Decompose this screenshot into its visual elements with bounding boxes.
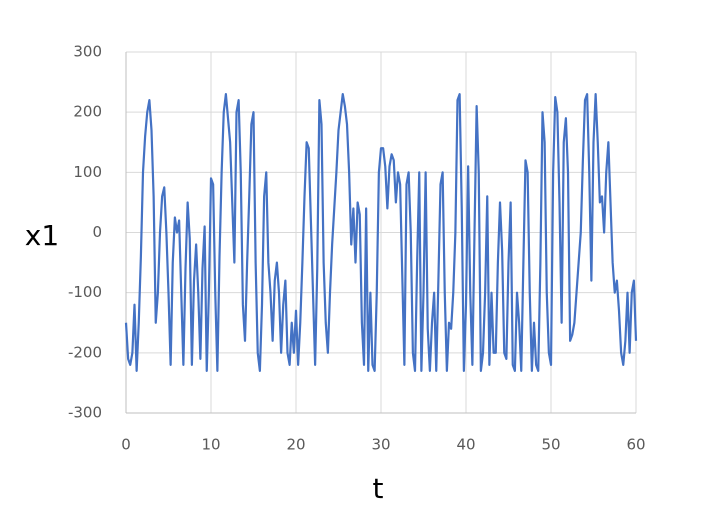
- x-tick-label: 50: [541, 436, 560, 454]
- x-tick-label: 30: [371, 436, 390, 454]
- x-tick-label: 20: [286, 436, 305, 454]
- x-tick-label: 40: [456, 436, 475, 454]
- y-axis-label: x1: [25, 219, 59, 252]
- x-tick-label: 0: [121, 436, 131, 454]
- y-tick-label: -100: [68, 283, 102, 301]
- x-tick-label: 60: [626, 436, 645, 454]
- y-tick-label: 100: [73, 163, 102, 181]
- data-line: [124, 93, 638, 372]
- y-tick-label: 300: [73, 43, 102, 61]
- y-tick-label: -200: [68, 343, 102, 361]
- y-tick-label: 200: [73, 103, 102, 121]
- y-tick-label: -300: [68, 404, 102, 422]
- x-axis-label: t: [373, 472, 384, 505]
- y-tick-label: 0: [92, 223, 102, 241]
- x-tick-label: 10: [201, 436, 220, 454]
